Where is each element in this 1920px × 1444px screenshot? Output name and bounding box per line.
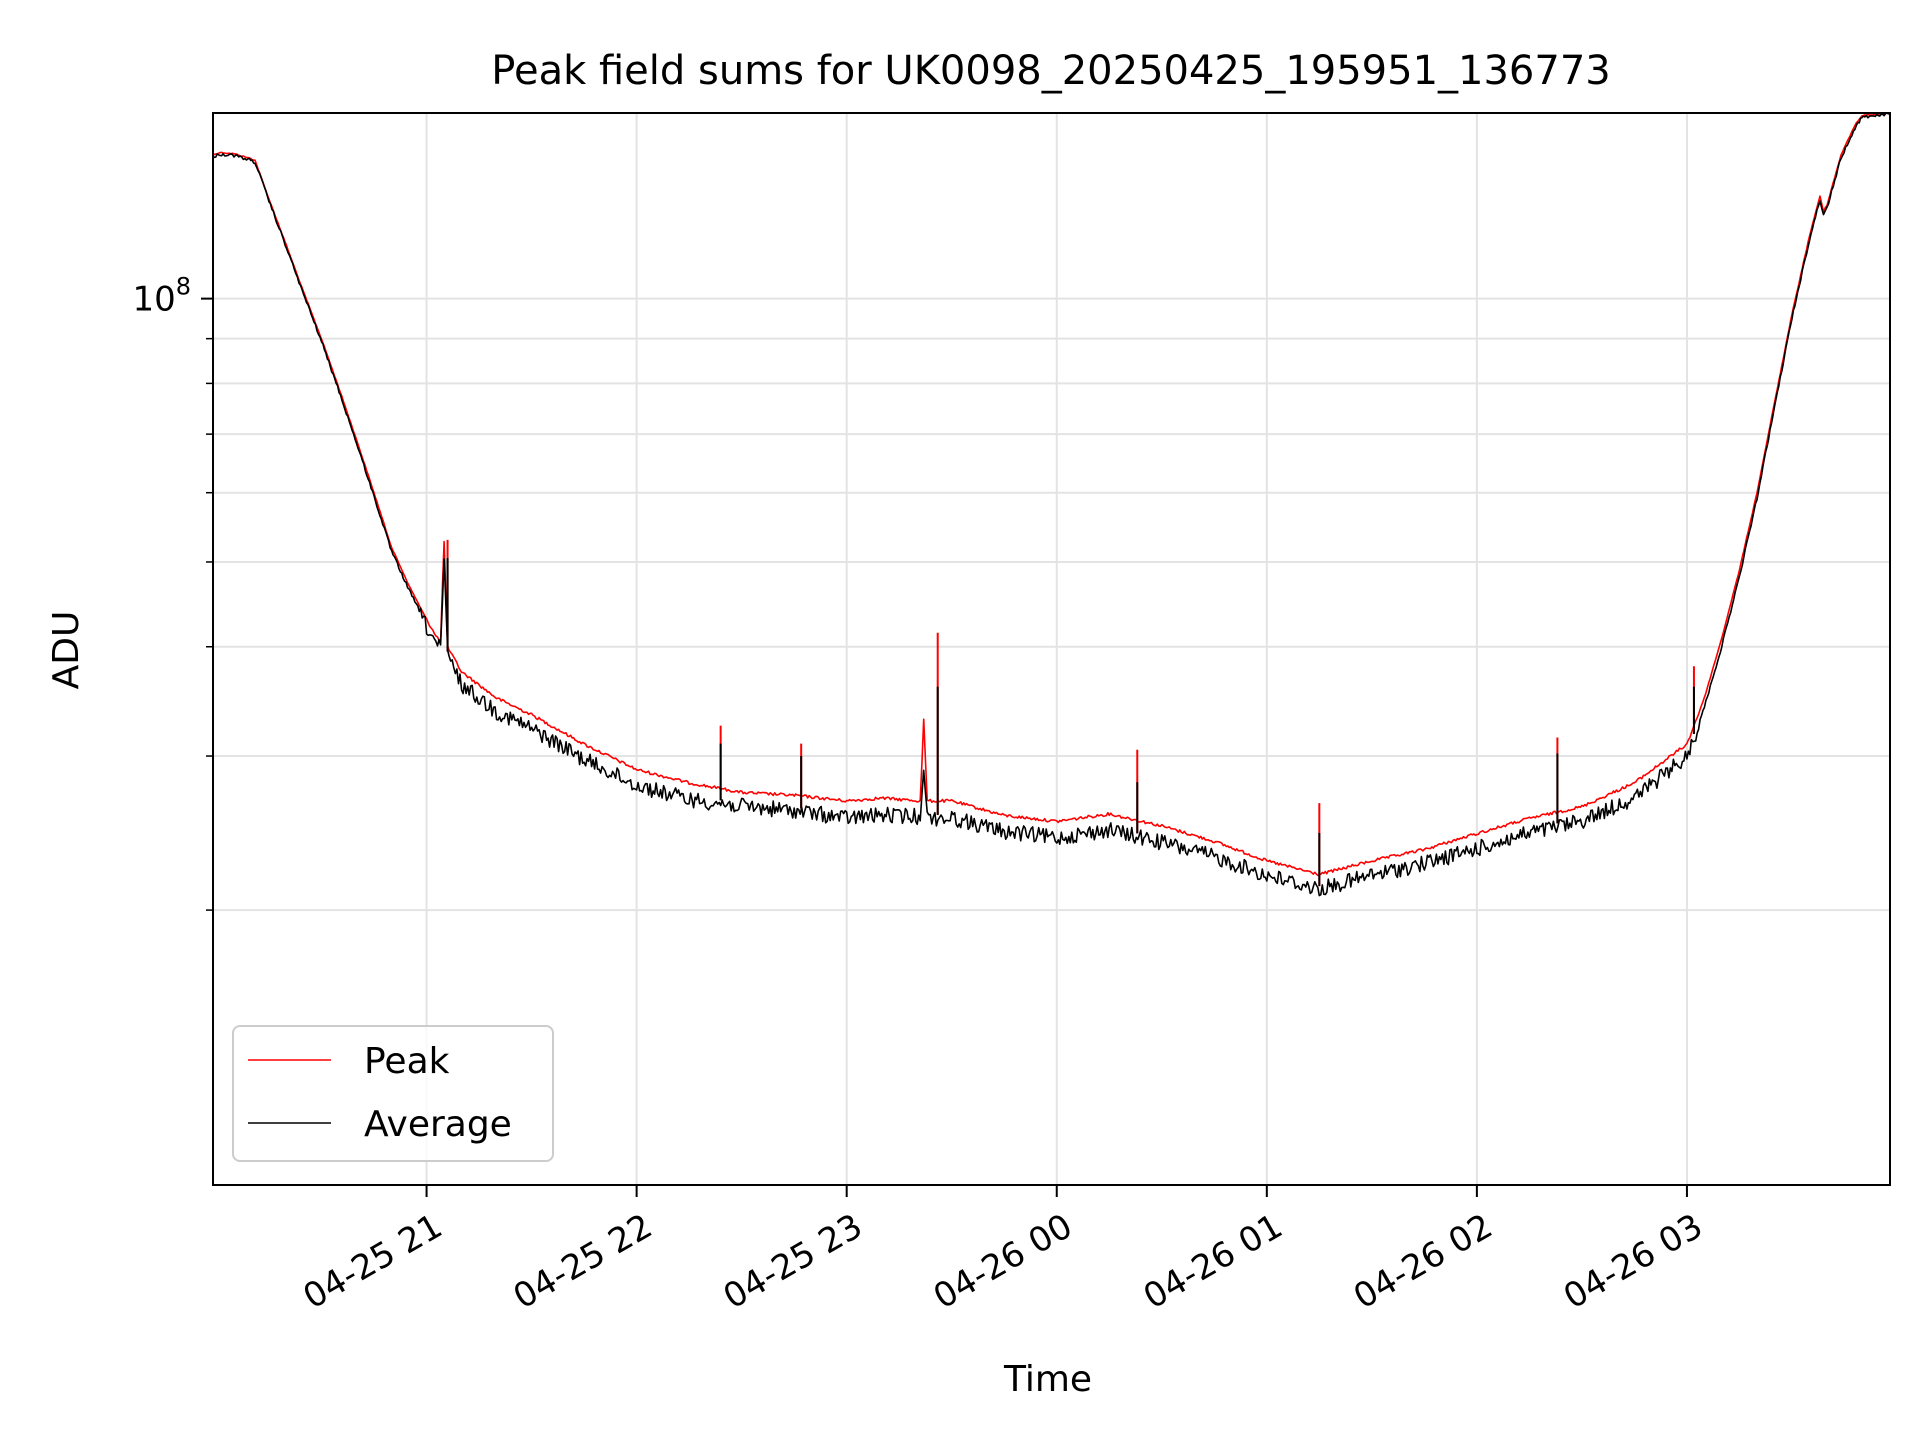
legend-label-average: Average: [364, 1104, 512, 1145]
grid-layer: [213, 113, 1890, 1185]
series-layer: [212, 112, 1891, 897]
plot-frame: [212, 112, 1891, 1186]
series-line-peak: [212, 112, 1891, 877]
y-tick-label-exponent: 8: [176, 273, 191, 301]
legend: Peak Average: [232, 1025, 554, 1162]
y-axis-label: ADU: [46, 611, 87, 690]
series-line-average: [212, 112, 1891, 897]
legend-label-peak: Peak: [364, 1041, 450, 1082]
chart-title: Peak field sums for UK0098_20250425_1959…: [491, 48, 1610, 94]
y-tick-label: 108: [132, 273, 191, 320]
x-axis-label: Time: [1003, 1359, 1092, 1400]
